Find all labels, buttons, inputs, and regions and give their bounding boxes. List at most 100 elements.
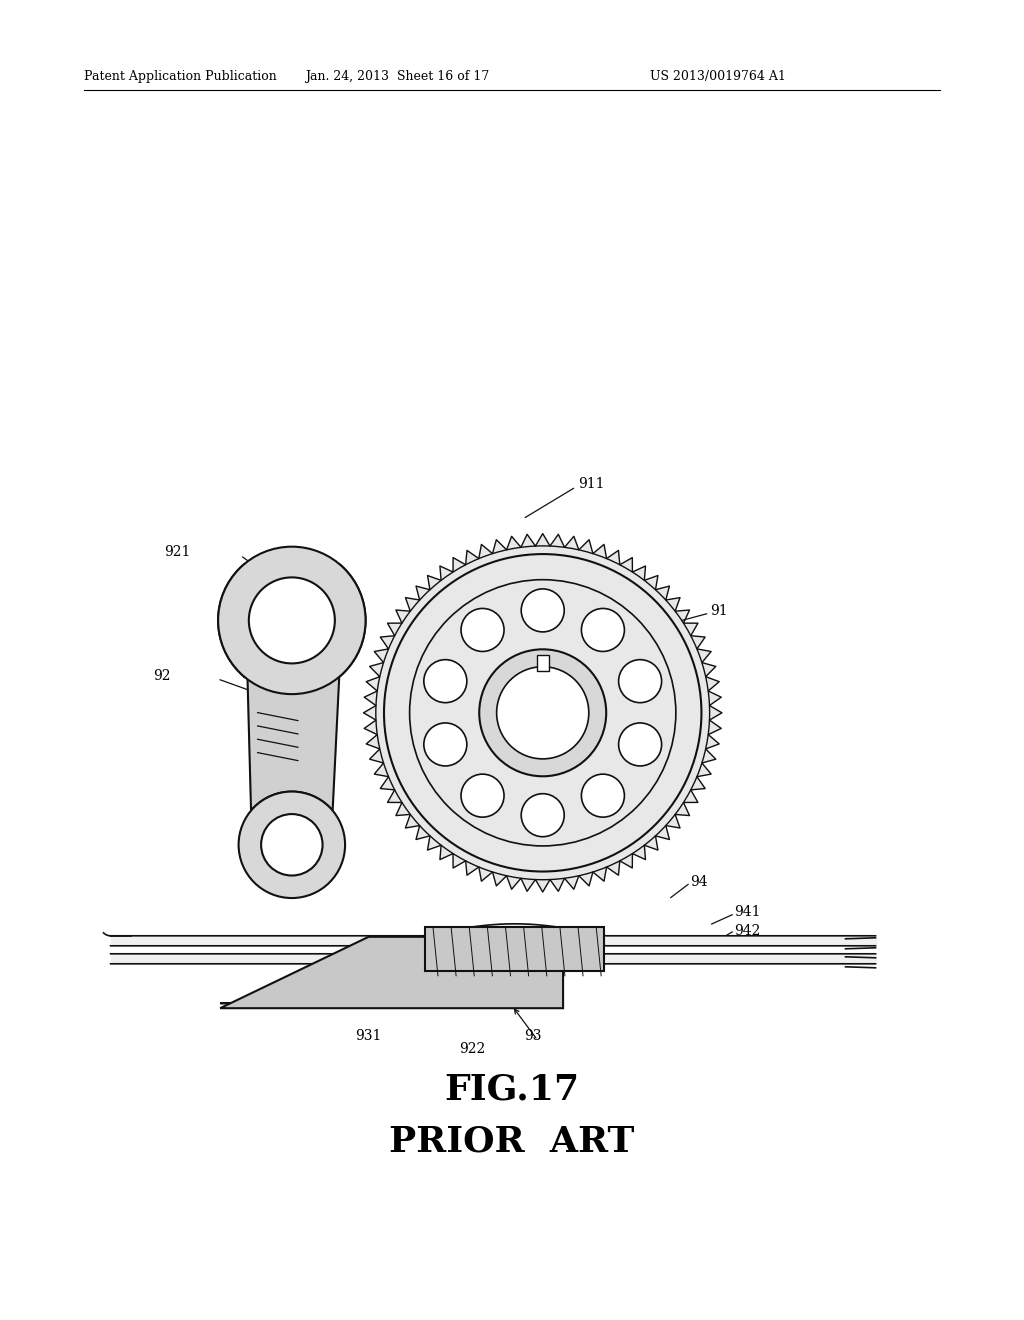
Polygon shape bbox=[595, 933, 599, 945]
Polygon shape bbox=[172, 954, 176, 964]
Polygon shape bbox=[299, 936, 303, 946]
Polygon shape bbox=[564, 960, 568, 970]
Polygon shape bbox=[238, 954, 242, 964]
Polygon shape bbox=[295, 936, 299, 946]
Polygon shape bbox=[322, 954, 326, 964]
Polygon shape bbox=[810, 954, 814, 964]
Polygon shape bbox=[150, 936, 153, 946]
Polygon shape bbox=[433, 956, 437, 966]
Polygon shape bbox=[207, 936, 211, 946]
Polygon shape bbox=[369, 954, 372, 964]
Polygon shape bbox=[741, 954, 744, 964]
Polygon shape bbox=[676, 954, 680, 964]
Polygon shape bbox=[514, 924, 518, 933]
Polygon shape bbox=[614, 936, 617, 946]
Polygon shape bbox=[672, 936, 676, 946]
Polygon shape bbox=[372, 936, 376, 946]
Polygon shape bbox=[829, 936, 834, 946]
Polygon shape bbox=[349, 954, 352, 964]
Polygon shape bbox=[203, 936, 207, 946]
Polygon shape bbox=[334, 954, 337, 964]
Polygon shape bbox=[702, 954, 707, 964]
Polygon shape bbox=[649, 936, 652, 946]
Polygon shape bbox=[395, 936, 399, 946]
Polygon shape bbox=[364, 533, 722, 892]
Polygon shape bbox=[457, 929, 461, 940]
Polygon shape bbox=[220, 941, 558, 1003]
Polygon shape bbox=[168, 954, 172, 964]
Polygon shape bbox=[568, 929, 571, 940]
Polygon shape bbox=[264, 936, 268, 946]
Polygon shape bbox=[418, 954, 422, 964]
Polygon shape bbox=[499, 924, 503, 935]
Polygon shape bbox=[384, 954, 387, 964]
Polygon shape bbox=[845, 936, 849, 946]
Polygon shape bbox=[418, 936, 422, 946]
Polygon shape bbox=[722, 954, 726, 964]
Polygon shape bbox=[852, 936, 856, 946]
Polygon shape bbox=[695, 936, 698, 946]
Polygon shape bbox=[652, 936, 656, 946]
Polygon shape bbox=[376, 936, 380, 946]
Polygon shape bbox=[395, 954, 399, 964]
Polygon shape bbox=[799, 954, 803, 964]
Polygon shape bbox=[768, 954, 772, 964]
Polygon shape bbox=[196, 936, 199, 946]
Polygon shape bbox=[852, 954, 856, 964]
Text: 94: 94 bbox=[690, 875, 708, 888]
Polygon shape bbox=[514, 964, 518, 974]
Polygon shape bbox=[737, 954, 741, 964]
Polygon shape bbox=[441, 932, 445, 942]
Polygon shape bbox=[799, 936, 803, 946]
Polygon shape bbox=[626, 936, 630, 946]
Polygon shape bbox=[714, 936, 718, 946]
Polygon shape bbox=[783, 936, 787, 946]
Polygon shape bbox=[571, 929, 575, 940]
Polygon shape bbox=[680, 954, 683, 964]
Polygon shape bbox=[871, 954, 876, 964]
Polygon shape bbox=[698, 954, 702, 964]
Polygon shape bbox=[495, 964, 499, 973]
Polygon shape bbox=[617, 954, 622, 964]
Polygon shape bbox=[391, 954, 395, 964]
Polygon shape bbox=[399, 936, 402, 946]
Polygon shape bbox=[818, 936, 821, 946]
Polygon shape bbox=[257, 936, 260, 946]
Polygon shape bbox=[683, 936, 687, 946]
Polygon shape bbox=[634, 954, 637, 964]
Polygon shape bbox=[222, 936, 226, 946]
Circle shape bbox=[384, 554, 701, 871]
Polygon shape bbox=[772, 936, 775, 946]
Polygon shape bbox=[260, 936, 264, 946]
Polygon shape bbox=[779, 936, 783, 946]
Polygon shape bbox=[242, 936, 245, 946]
Polygon shape bbox=[860, 936, 864, 946]
Polygon shape bbox=[387, 954, 391, 964]
Polygon shape bbox=[806, 936, 810, 946]
Polygon shape bbox=[814, 954, 818, 964]
Circle shape bbox=[521, 589, 564, 632]
Polygon shape bbox=[867, 936, 871, 946]
Polygon shape bbox=[818, 954, 821, 964]
Polygon shape bbox=[165, 936, 168, 946]
Polygon shape bbox=[260, 954, 264, 964]
Polygon shape bbox=[199, 936, 203, 946]
Polygon shape bbox=[553, 927, 556, 937]
Polygon shape bbox=[560, 960, 564, 970]
Polygon shape bbox=[803, 954, 806, 964]
Polygon shape bbox=[268, 954, 272, 964]
Polygon shape bbox=[791, 936, 795, 946]
Polygon shape bbox=[711, 936, 714, 946]
Polygon shape bbox=[753, 954, 757, 964]
Polygon shape bbox=[445, 931, 449, 941]
Polygon shape bbox=[337, 954, 341, 964]
Polygon shape bbox=[411, 936, 415, 946]
Polygon shape bbox=[407, 954, 411, 964]
Polygon shape bbox=[191, 936, 196, 946]
Polygon shape bbox=[399, 954, 402, 964]
Polygon shape bbox=[553, 961, 556, 972]
Polygon shape bbox=[115, 936, 119, 946]
Polygon shape bbox=[211, 936, 214, 946]
Polygon shape bbox=[795, 936, 799, 946]
Text: 942: 942 bbox=[734, 924, 761, 937]
